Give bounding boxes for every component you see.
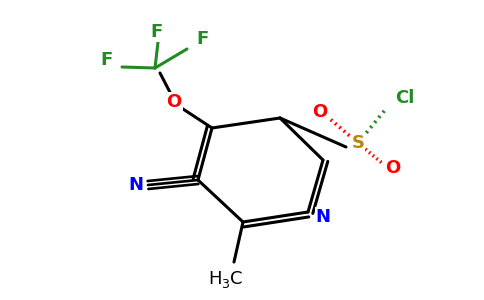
Text: N: N bbox=[128, 176, 143, 194]
Text: Cl: Cl bbox=[395, 89, 415, 107]
Text: O: O bbox=[312, 103, 328, 121]
Text: F: F bbox=[151, 23, 163, 41]
Text: S: S bbox=[351, 134, 364, 152]
Text: 3: 3 bbox=[221, 278, 229, 290]
Text: F: F bbox=[197, 30, 209, 48]
Text: N: N bbox=[316, 208, 331, 226]
Text: O: O bbox=[166, 93, 182, 111]
Text: C: C bbox=[230, 270, 242, 288]
Text: O: O bbox=[385, 159, 401, 177]
Text: F: F bbox=[101, 51, 113, 69]
Text: H: H bbox=[208, 270, 222, 288]
